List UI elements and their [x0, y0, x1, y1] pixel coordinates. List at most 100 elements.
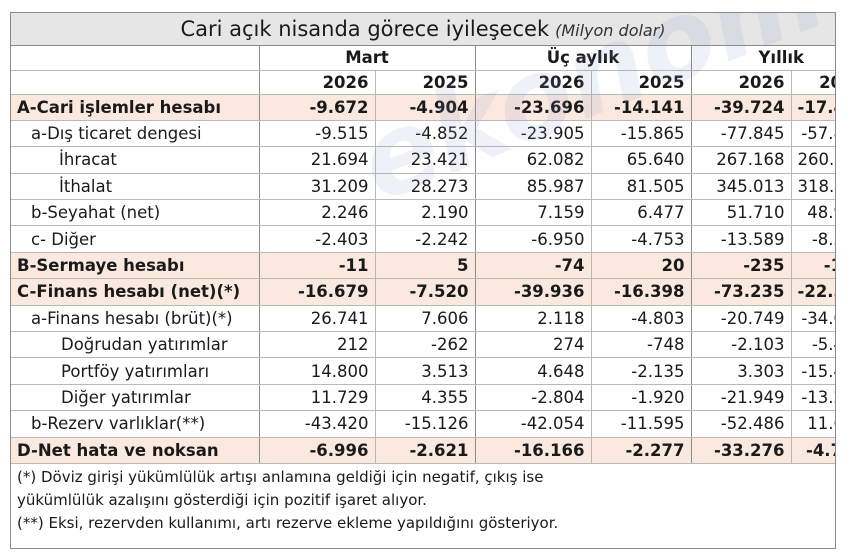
value-cell: 7.606: [374, 305, 475, 333]
value-cell: -52.486: [690, 410, 791, 438]
value-cell: 3.303: [690, 357, 791, 385]
value-cell: -4.803: [590, 305, 691, 333]
value-cell: -15.865: [590, 120, 691, 148]
year-header: 2026: [474, 70, 591, 95]
value-cell: 2.246: [258, 199, 375, 227]
footnote-line: (**) Eksi, rezervden kullanımı, artı rez…: [17, 513, 559, 532]
value-cell: -42.054: [474, 410, 591, 438]
year-header: 2025: [790, 70, 835, 95]
value-cell: 345.013: [690, 173, 791, 201]
value-cell: -34.056: [790, 305, 835, 333]
row-label: A-Cari işlemler hesabı: [11, 94, 259, 121]
value-cell: 318.129: [790, 173, 835, 201]
value-cell: -8.572: [790, 225, 835, 253]
table-row: a-Dış ticaret dengesi -9.515 -4.852 -23.905…: [11, 120, 835, 148]
title-text: Cari açık nisanda görece iyileşecek: [180, 17, 550, 41]
value-cell: -11: [258, 252, 375, 280]
value-cell: 2.190: [374, 199, 475, 227]
value-cell: -2.277: [590, 437, 691, 464]
value-cell: 51.710: [690, 199, 791, 227]
value-cell: -2.403: [258, 225, 375, 253]
value-cell: -14.141: [590, 94, 691, 121]
value-cell: -74: [474, 252, 591, 280]
value-cell: -4.753: [590, 225, 691, 253]
value-cell: 4.648: [474, 357, 591, 385]
year-header: 2025: [590, 70, 691, 95]
header-empty: [11, 70, 259, 95]
value-cell: -5.442: [790, 331, 835, 359]
value-cell: -7.520: [374, 278, 475, 306]
value-cell: 48.918: [790, 199, 835, 227]
value-cell: -4.787: [790, 437, 835, 464]
value-cell: -262: [374, 331, 475, 359]
value-cell: -9.515: [258, 120, 375, 148]
value-cell: -77.845: [690, 120, 791, 148]
value-cell: 26.741: [258, 305, 375, 333]
value-cell: -21.949: [690, 384, 791, 412]
table-row: a-Finans hesabı (brüt)(*) 26.741 7.606 2.11…: [11, 305, 835, 333]
value-cell: -57.827: [790, 120, 835, 148]
value-cell: -15.400: [790, 357, 835, 385]
value-cell: -2.135: [590, 357, 691, 385]
value-cell: -11.595: [590, 410, 691, 438]
table-row: Diğer yatırımlar 11.729 4.355 -2.804 -1.920-…: [11, 384, 835, 412]
header-years-row: 2026 2025 2026 2025 2026 2025: [11, 70, 835, 95]
value-cell: -17.481: [790, 94, 835, 121]
value-cell: 65.640: [590, 146, 691, 174]
value-cell: 62.082: [474, 146, 591, 174]
row-label: b-Rezerv varlıklar(**): [11, 410, 259, 438]
value-cell: 4.355: [374, 384, 475, 412]
value-cell: 267.168: [690, 146, 791, 174]
value-cell: -748: [590, 331, 691, 359]
balance-table: Mart Üç aylık Yıllık 2026 2025 2026 2025…: [11, 46, 835, 464]
value-cell: -39.724: [690, 94, 791, 121]
value-cell: 81.505: [590, 173, 691, 201]
value-cell: 7.159: [474, 199, 591, 227]
value-cell: -2.103: [690, 331, 791, 359]
value-cell: -15.126: [374, 410, 475, 438]
value-cell: -22.375: [790, 278, 835, 306]
value-cell: 28.273: [374, 173, 475, 201]
value-cell: -2.804: [474, 384, 591, 412]
value-cell: 274: [474, 331, 591, 359]
row-label: Doğrudan yatırımlar: [11, 331, 259, 359]
value-cell: 5: [374, 252, 475, 280]
value-cell: -235: [690, 252, 791, 280]
row-label: b-Seyahat (net): [11, 199, 259, 227]
value-cell: -20.749: [690, 305, 791, 333]
value-cell: -4.904: [374, 94, 475, 121]
row-label: Diğer yatırımlar: [11, 384, 259, 412]
value-cell: -39.936: [474, 278, 591, 306]
value-cell: -16.398: [590, 278, 691, 306]
group-header: Mart: [258, 46, 475, 71]
value-cell: 212: [258, 331, 375, 359]
value-cell: 20: [590, 252, 691, 280]
table-row: c- Diğer -2.403 -2.242 -6.950 -4.753 -13.589-…: [11, 225, 835, 253]
row-label: İhracat: [11, 146, 259, 174]
footnote-line: (*) Döviz girişi yükümlülük artışı anlam…: [17, 467, 544, 486]
header-empty: [11, 46, 259, 71]
row-label: D-Net hata ve noksan: [11, 437, 259, 464]
row-label: c- Diğer: [11, 225, 259, 253]
value-cell: 11.681: [790, 410, 835, 438]
value-cell: -107: [790, 252, 835, 280]
value-cell: 2.118: [474, 305, 591, 333]
table-row: b-Seyahat (net) 2.246 2.190 7.159 6.477 51.71…: [11, 199, 835, 227]
value-cell: 260.302: [790, 146, 835, 174]
table-row: D-Net hata ve noksan -6.996 -2.621 -16.166-…: [11, 437, 835, 464]
value-cell: 6.477: [590, 199, 691, 227]
table-row: İthalat 31.209 28.273 85.987 81.505 345.013 31…: [11, 173, 835, 201]
value-cell: 11.729: [258, 384, 375, 412]
footnotes: (*) Döviz girişi yükümlülük artışı anlam…: [11, 464, 835, 537]
title-unit: (Milyon dolar): [555, 21, 666, 40]
table-row: C-Finans hesabı (net)(*) -16.679 -7.520 -39…: [11, 278, 835, 306]
value-cell: -23.905: [474, 120, 591, 148]
value-cell: -13.589: [690, 225, 791, 253]
value-cell: -6.950: [474, 225, 591, 253]
row-label: İthalat: [11, 173, 259, 201]
year-header: 2025: [374, 70, 475, 95]
value-cell: -33.276: [690, 437, 791, 464]
table-card: Cari açık nisanda görece iyileşecek (Mily…: [10, 12, 836, 549]
value-cell: 31.209: [258, 173, 375, 201]
